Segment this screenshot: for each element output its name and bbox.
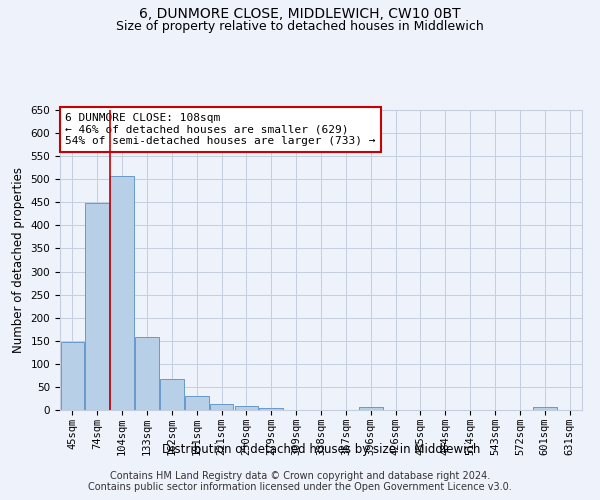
Text: 6, DUNMORE CLOSE, MIDDLEWICH, CW10 0BT: 6, DUNMORE CLOSE, MIDDLEWICH, CW10 0BT bbox=[139, 8, 461, 22]
Bar bbox=[61, 342, 84, 410]
Y-axis label: Number of detached properties: Number of detached properties bbox=[12, 167, 25, 353]
Text: Size of property relative to detached houses in Middlewich: Size of property relative to detached ho… bbox=[116, 20, 484, 33]
Bar bbox=[185, 396, 209, 410]
Bar bbox=[85, 203, 109, 410]
Bar bbox=[210, 404, 233, 410]
Bar bbox=[533, 407, 557, 410]
Bar bbox=[259, 408, 283, 410]
Text: 6 DUNMORE CLOSE: 108sqm
← 46% of detached houses are smaller (629)
54% of semi-d: 6 DUNMORE CLOSE: 108sqm ← 46% of detache… bbox=[65, 113, 376, 146]
Bar bbox=[135, 337, 159, 410]
Bar bbox=[359, 407, 383, 410]
Text: Contains HM Land Registry data © Crown copyright and database right 2024.
Contai: Contains HM Land Registry data © Crown c… bbox=[88, 471, 512, 492]
Bar bbox=[160, 378, 184, 410]
Bar bbox=[110, 176, 134, 410]
Bar bbox=[235, 406, 258, 410]
Text: Distribution of detached houses by size in Middlewich: Distribution of detached houses by size … bbox=[162, 442, 480, 456]
